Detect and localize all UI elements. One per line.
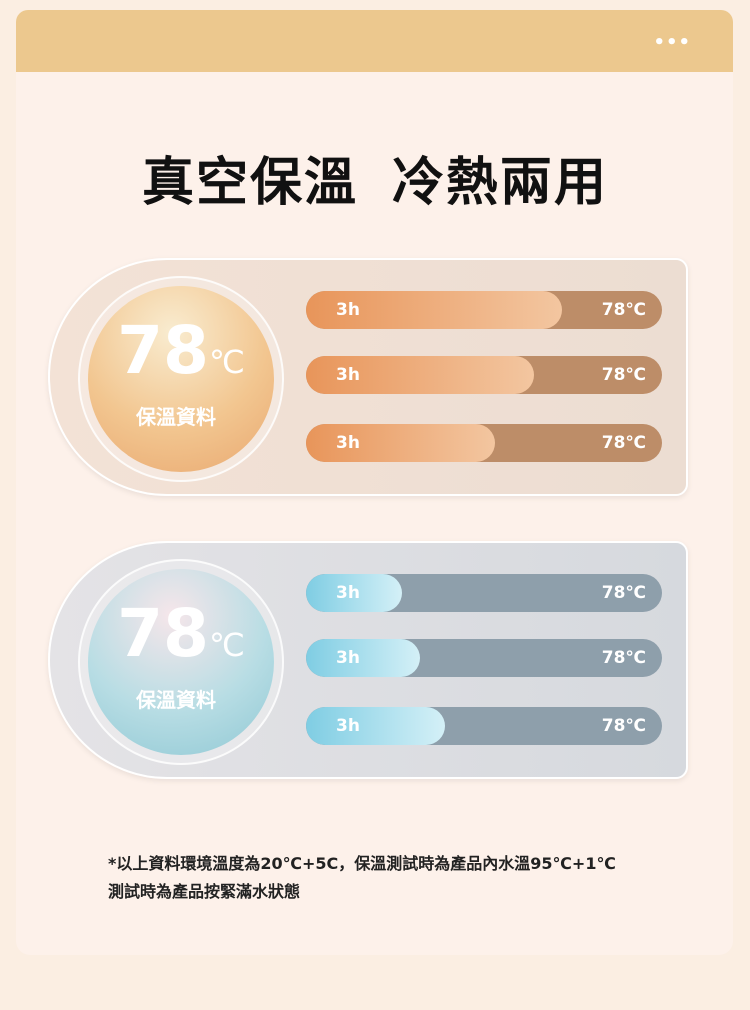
bar-duration: 3h — [336, 365, 360, 385]
temp-number: 78 — [117, 595, 209, 672]
temperature-badge: 78℃ 保溫資料 — [88, 286, 274, 472]
temperature-value: 78℃ — [117, 318, 245, 395]
progress-bar: 3h 78℃ — [306, 639, 662, 677]
progress-fill — [306, 356, 534, 394]
bar-temperature: 78℃ — [601, 365, 646, 385]
bar-temperature: 78℃ — [601, 433, 646, 453]
temperature-panel-cool: 78℃ 保溫資料 3h 78℃ 3h 78℃ 3h 78℃ — [48, 541, 688, 779]
progress-fill — [306, 639, 420, 677]
bar-duration: 3h — [336, 583, 360, 603]
progress-bar: 3h 78℃ — [306, 574, 662, 612]
bar-duration: 3h — [336, 648, 360, 668]
bar-temperature: 78℃ — [601, 648, 646, 668]
progress-bar: 3h 78℃ — [306, 707, 662, 745]
progress-bar: 3h 78℃ — [306, 424, 662, 462]
progress-fill — [306, 574, 403, 612]
temperature-panel-warm: 78℃ 保溫資料 3h 78℃ 3h 78℃ 3h 78℃ — [48, 258, 688, 496]
bar-duration: 3h — [336, 716, 360, 736]
bar-duration: 3h — [336, 433, 360, 453]
footnote-line-1: *以上資料環境溫度為20℃+5C，保溫測試時為產品內水溫95℃+1℃ — [108, 854, 616, 873]
temperature-badge: 78℃ 保溫資料 — [88, 569, 274, 755]
temp-number: 78 — [117, 312, 209, 389]
badge-label: 保溫資料 — [136, 688, 216, 712]
footnote-line-2: 測試時為產品按緊滿水狀態 — [108, 882, 301, 901]
bar-temperature: 78℃ — [601, 300, 646, 320]
progress-fill — [306, 424, 495, 462]
more-horizontal-icon[interactable]: ••• — [653, 32, 691, 53]
bar-temperature: 78℃ — [601, 716, 646, 736]
bar-temperature: 78℃ — [601, 583, 646, 603]
progress-bar: 3h 78℃ — [306, 291, 662, 329]
page-title: 真空保溫 冷熱兩用 — [141, 153, 609, 213]
progress-bar: 3h 78℃ — [306, 356, 662, 394]
temp-unit: ℃ — [208, 626, 245, 664]
top-bar: ••• — [16, 10, 733, 73]
temp-unit: ℃ — [208, 343, 245, 381]
progress-fill — [306, 291, 563, 329]
progress-fill — [306, 707, 445, 745]
footnote: *以上資料環境溫度為20℃+5C，保溫測試時為產品內水溫95℃+1℃ 測試時為產… — [108, 850, 616, 906]
temperature-value: 78℃ — [117, 601, 245, 678]
content-card — [16, 72, 733, 955]
bar-duration: 3h — [336, 300, 360, 320]
badge-label: 保溫資料 — [136, 405, 216, 429]
